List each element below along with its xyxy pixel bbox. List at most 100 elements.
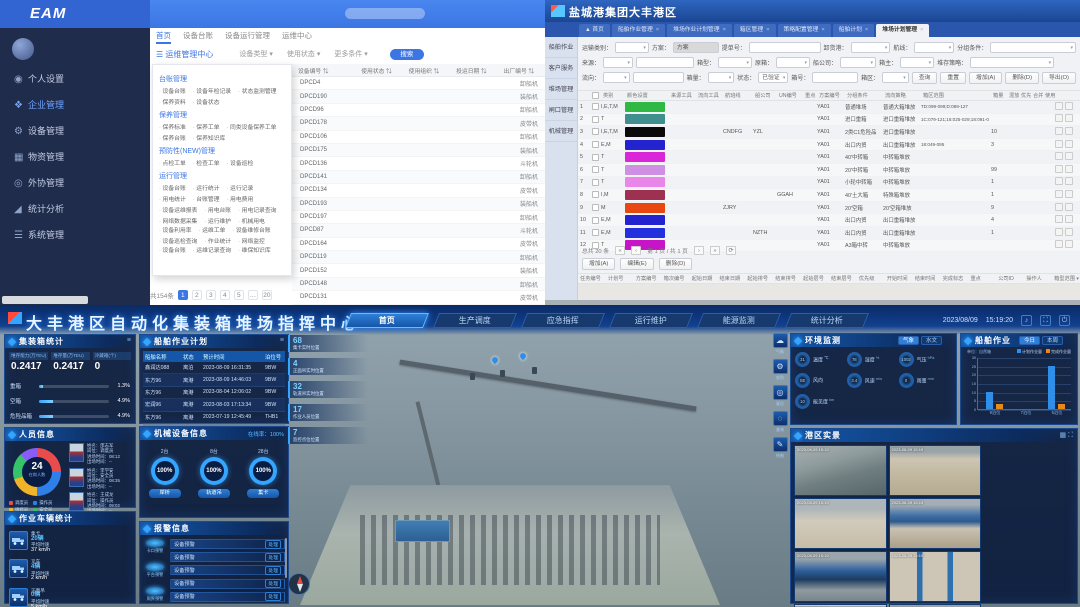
page-nav-button[interactable]: ‹ (631, 245, 642, 255)
select-field[interactable] (900, 57, 935, 68)
row-checkbox[interactable] (592, 141, 599, 149)
menu-item[interactable]: 点检工单 (159, 158, 186, 167)
eam-tab-0[interactable]: 首页 (156, 30, 171, 44)
page-button[interactable]: … (247, 290, 258, 300)
column-header[interactable]: 流向工具 (698, 93, 719, 99)
table-row[interactable]: DPCD134 皮带机 (292, 184, 545, 198)
camera-feed-轨道吊作业区[interactable]: 2023-08-09 15:19 (794, 498, 887, 549)
table-row[interactable]: DPCD136 斗轮机 (292, 157, 545, 171)
strategy-row[interactable]: 5 T YA01 40'中转箱 中转箱堆放 (578, 151, 1080, 164)
column-header[interactable]: 结束排号 (775, 276, 796, 282)
tos-sidebar-item-0[interactable]: 船舶作业 (545, 37, 577, 58)
alarm-row[interactable]: 设备预警 处理 (170, 539, 285, 549)
column-header[interactable]: 来源工具 (671, 93, 692, 99)
person-card[interactable]: 姓名：李学安 岗位：安全员 进场时间：08:35 出场时间：-- (69, 467, 135, 490)
nav-tab-3[interactable]: 运行维护 (608, 313, 694, 328)
strategy-row[interactable]: 1 I,E,T,M YA01 普通堆场 普通大箱堆放 TD:099-099;D:089-1… (578, 101, 1080, 114)
more-icon[interactable]: ≡ (279, 337, 284, 344)
menu-item[interactable]: 设备运维报表 (159, 205, 198, 214)
position-toggle[interactable]: 32 轨道吊实时位置 (288, 381, 368, 398)
table-row[interactable]: DPCD193 装船机 (292, 197, 545, 211)
menu-item[interactable]: 保养知识库 (193, 133, 225, 142)
nav-tab-5[interactable]: 统计分析 (784, 313, 870, 328)
select-field[interactable] (882, 72, 909, 83)
alarm-row[interactable]: 设备预警 处理 (170, 578, 285, 589)
tos-sidebar-item-4[interactable]: 机械管理 (545, 121, 577, 142)
color-swatch[interactable] (625, 227, 665, 238)
edit-icon[interactable] (1055, 114, 1063, 123)
menu-item[interactable]: 状态监测管理 (238, 86, 277, 95)
column-header[interactable]: 箱量 (993, 93, 1004, 99)
column-header[interactable]: 重点 (805, 93, 816, 99)
camera-feed-场桥作业区[interactable]: 2023-08-09 15:19 (888, 551, 982, 602)
form-button[interactable]: 增加(A) (969, 71, 1003, 84)
menu-item[interactable]: 保养资料 (159, 97, 186, 106)
row-checkbox[interactable] (592, 178, 599, 186)
table-row[interactable]: DPCD141 卸船机 (292, 170, 545, 185)
edit-icon[interactable] (1055, 240, 1063, 249)
view-icon[interactable] (1065, 240, 1073, 249)
edit-icon[interactable] (1055, 164, 1063, 173)
ops-tab-0[interactable]: 今日 (1018, 336, 1040, 345)
select-field[interactable] (970, 57, 1055, 68)
nav-tab-1[interactable]: 生产调度 (432, 313, 518, 328)
table-row[interactable]: DPCD190 装船机 (292, 90, 545, 104)
tos-sidebar-item-2[interactable]: 堆场管理 (545, 79, 577, 100)
edit-icon[interactable] (1055, 177, 1063, 186)
table-row[interactable]: DPCD131 皮带机 (292, 291, 545, 305)
menu-item[interactable]: 用电统计 (159, 194, 186, 203)
column-header[interactable]: 出厂编号 ⇅ (503, 68, 535, 75)
ship-row[interactable]: 宏润96 离港 2023-08-03 17:13:34 9BW (143, 399, 285, 412)
filter-0[interactable]: 设备类型 ▾ (239, 51, 273, 58)
menu-item[interactable]: 运维工单 (199, 225, 225, 234)
menu-item[interactable]: 保养台账 (159, 133, 186, 142)
machine-name[interactable]: 岸桥 (148, 489, 181, 498)
row-checkbox[interactable] (592, 115, 599, 123)
ops-tab-1[interactable]: 本周 (1041, 336, 1063, 345)
menu-item[interactable]: 用电台账 (204, 205, 231, 214)
tos-tab-0[interactable]: ▲ 首页 (579, 24, 610, 37)
color-swatch[interactable] (625, 152, 665, 163)
toolbar-button[interactable]: ◎ 复位 (770, 385, 790, 407)
tos-tab-3[interactable]: 箱区管理 × (733, 24, 776, 37)
table-row[interactable]: DPCD197 卸船机 (292, 211, 545, 225)
menu-item[interactable]: 机械用电 (238, 216, 265, 225)
column-header[interactable]: 使用状态 ⇅ (361, 68, 392, 75)
table-row[interactable]: DPCD96 卸船机 (292, 104, 545, 118)
edit-icon[interactable] (1055, 227, 1063, 236)
row-checkbox[interactable] (592, 128, 599, 136)
menu-item[interactable]: 作业统计 (204, 236, 231, 245)
column-header[interactable]: 方案编号 (635, 276, 657, 282)
eam-tab-1[interactable]: 设备台账 (183, 31, 213, 40)
color-swatch[interactable] (625, 177, 665, 188)
nav-tab-0[interactable]: 首页 (344, 313, 430, 328)
tos-sidebar-item-1[interactable]: 客户服务 (545, 58, 577, 79)
menu-item[interactable]: 保养工单 (193, 122, 219, 131)
page-button[interactable]: 2 (191, 290, 202, 300)
select-field[interactable] (840, 57, 877, 68)
action-button[interactable]: 删除(D) (658, 258, 693, 270)
search-button[interactable]: 搜索 (389, 48, 424, 60)
power-icon[interactable]: ⏻ (1059, 315, 1070, 326)
sidebar-item-4[interactable]: ◎ 外协管理 (0, 170, 150, 196)
toolbar-button[interactable]: ⚙ 安防 (770, 359, 790, 381)
view-icon[interactable] (1065, 177, 1073, 186)
column-header[interactable]: 混放 (1009, 93, 1019, 99)
column-header[interactable]: 箱区范围 (923, 93, 944, 99)
view-icon[interactable] (1065, 101, 1073, 110)
form-button[interactable]: 删除(D) (1005, 71, 1040, 84)
color-swatch[interactable] (625, 240, 665, 251)
color-swatch[interactable] (625, 139, 665, 150)
bar-完成作业量[interactable] (996, 403, 1003, 409)
page-button[interactable]: 5 (233, 290, 244, 300)
select-field[interactable] (718, 57, 753, 68)
page-nav-button[interactable]: ⟳ (725, 245, 736, 255)
menu-item[interactable]: 维保知识库 (238, 245, 271, 254)
sidebar-item-2[interactable]: ⚙ 设备管理 (0, 118, 150, 144)
row-checkbox[interactable] (592, 204, 599, 212)
alarm-row[interactable]: 设备预警 处理 (170, 565, 285, 576)
column-header[interactable]: 船公司 (755, 93, 771, 99)
action-button[interactable]: 编辑(E) (620, 258, 654, 270)
filter-2[interactable]: 更多条件 ▾ (334, 51, 368, 58)
